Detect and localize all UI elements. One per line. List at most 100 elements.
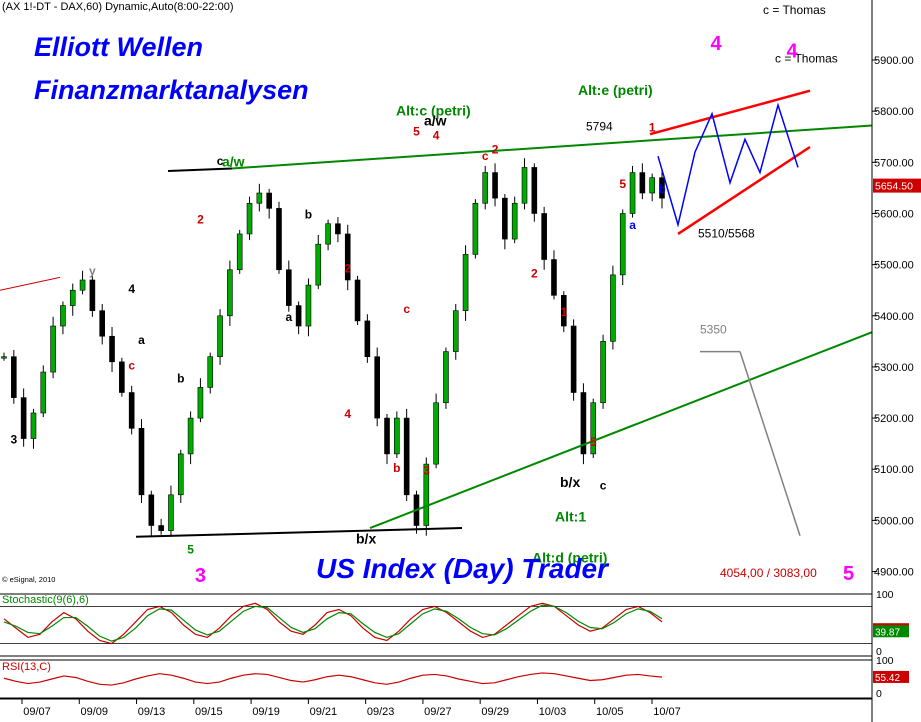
candle-body <box>1 356 7 359</box>
wave-label: 2 <box>197 213 204 227</box>
y-tick-label: 4900.00 <box>874 567 914 579</box>
wave-label: b <box>393 461 400 475</box>
candle-body <box>295 305 302 327</box>
candle-body <box>148 494 155 526</box>
wave-label: 3 <box>10 433 17 447</box>
red-small-line <box>0 276 61 291</box>
stochastic-value-box <box>873 625 909 638</box>
stochastic-series <box>3 604 663 642</box>
rsi-value-box <box>873 670 909 683</box>
wave-label: 4 <box>433 128 440 142</box>
wave-label: a <box>138 333 145 347</box>
candle-body <box>394 417 400 455</box>
copyright: © eSignal, 2010 <box>2 575 55 584</box>
candle-body <box>384 417 390 455</box>
candle-body <box>128 392 135 429</box>
wave-label: c <box>403 302 410 316</box>
candle-body <box>629 172 636 214</box>
candle-body <box>551 259 557 296</box>
rsi-series <box>3 672 663 686</box>
wave-label: y <box>89 264 96 278</box>
price-annotation: c = Thomas <box>763 3 826 17</box>
y-tick-label: 5200.00 <box>874 413 914 425</box>
candle-body <box>452 310 459 352</box>
candle-body <box>560 295 567 327</box>
red-upper-channel <box>649 89 811 136</box>
candle-body <box>50 325 56 373</box>
candle-body <box>521 167 528 204</box>
price-annotation: 5794 <box>586 120 613 134</box>
y-tick-label: 5400.00 <box>874 311 914 323</box>
candle-body <box>354 279 361 322</box>
candle-body <box>433 402 439 465</box>
last-price-label: 5654.50 <box>875 181 913 193</box>
wave-label: 5 <box>590 435 597 449</box>
wave-label: 2 <box>531 266 538 280</box>
price-annotation: a/w <box>424 113 447 129</box>
candle-body <box>590 402 597 455</box>
candle-body <box>207 356 214 388</box>
candle-body <box>177 453 184 496</box>
degree-label: 4 <box>786 40 798 62</box>
candle-body <box>502 197 508 240</box>
wave-label: a <box>285 310 292 324</box>
black-bottom-line <box>135 527 463 538</box>
candle-body <box>649 177 655 194</box>
candle-body <box>482 172 489 204</box>
degree-label: 3 <box>195 565 206 587</box>
stochastic-tick-label: 0 <box>876 646 882 658</box>
grey-projection-line <box>739 351 801 536</box>
x-tick-label: 09/29 <box>481 706 509 718</box>
candle-body <box>187 417 194 455</box>
x-tick-label: 09/27 <box>424 706 452 718</box>
red-lower-channel <box>677 145 811 235</box>
candle-body <box>364 320 371 358</box>
candle-body <box>315 243 322 286</box>
rsi-title: RSI(13,C) <box>2 661 51 673</box>
candle-body <box>99 310 106 337</box>
candle-body <box>30 412 37 439</box>
y-tick-label: 5100.00 <box>874 464 914 476</box>
wave-label: 4 <box>128 282 135 296</box>
wave-label: 1 <box>560 305 567 319</box>
price-annotation: b/x <box>356 530 376 546</box>
y-tick-label: 5800.00 <box>874 106 914 118</box>
candle-body <box>109 335 115 363</box>
x-tick-label: 09/07 <box>23 706 51 718</box>
candle-body <box>325 223 331 245</box>
candle-body <box>511 202 518 240</box>
candle-body <box>639 172 646 194</box>
candle-body <box>659 177 665 199</box>
x-tick-label: 09/13 <box>138 706 166 718</box>
y-tick-label: 5600.00 <box>874 208 914 220</box>
wave-labels: Alt:c (petri) Alt:e (petri) Alt:1 Alt:d (pe… <box>10 3 837 587</box>
y-tick-label: 5900.00 <box>874 55 914 67</box>
stochastic-title: Stochastic(9(6),6) <box>2 594 89 606</box>
candle-body <box>305 284 312 327</box>
x-tick-label: 10/05 <box>596 706 624 718</box>
candle-body <box>276 208 282 271</box>
candle-body <box>236 233 243 271</box>
wave-label: a <box>629 218 636 232</box>
overlay-title-1: Elliott Wellen <box>34 32 203 62</box>
candle-body <box>344 233 351 281</box>
candle-body <box>217 315 223 358</box>
price-annotation: a/w <box>222 153 245 169</box>
wave-label: 2 <box>492 143 499 157</box>
stochastic-value-label: 39.87 <box>875 627 900 638</box>
candle-body <box>246 202 253 235</box>
black-top-line <box>167 167 233 173</box>
price-annotation: c = Thomas <box>775 52 838 66</box>
candle-body <box>227 269 233 317</box>
candle-body <box>443 351 449 404</box>
candle-body <box>600 341 606 404</box>
price-annotation: b/x <box>560 474 580 490</box>
y-tick-label: 5300.00 <box>874 362 914 374</box>
chart-header: (AX 1!-DT - DAX,60) Dynamic,Auto(8:00-22… <box>2 1 234 13</box>
wave-label: c <box>128 358 135 372</box>
y-tick-label: 5500.00 <box>874 260 914 272</box>
candle-body <box>610 274 616 342</box>
